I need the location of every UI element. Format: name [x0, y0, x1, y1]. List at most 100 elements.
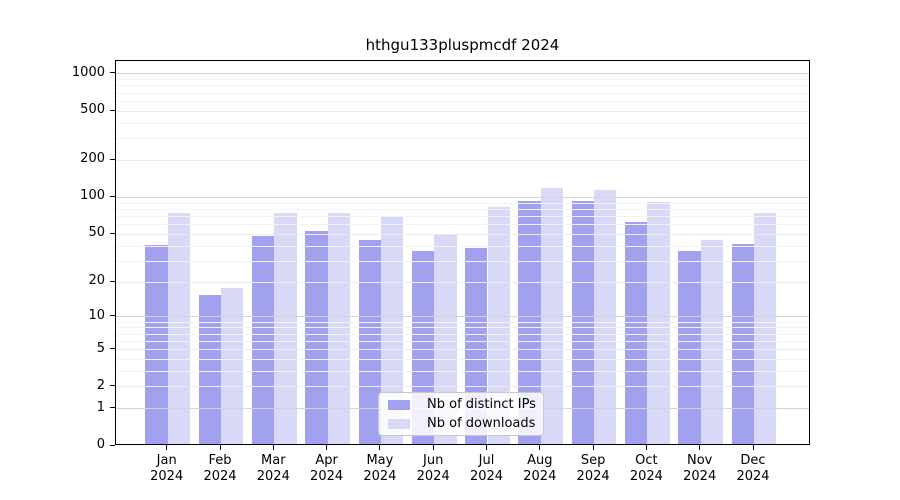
x-tick-label-line: 2024: [523, 468, 557, 484]
gridline: [116, 233, 809, 235]
bar-distinct-ips: [518, 201, 541, 444]
gridline: [116, 92, 809, 94]
x-tick-label-line: Jan: [156, 453, 177, 468]
bar-downloads: [327, 212, 350, 444]
x-tick-label-line: May: [366, 453, 394, 468]
gridline: [116, 100, 809, 102]
y-axis-tick-label: 0: [96, 437, 105, 452]
x-tick-label-line: Oct: [635, 453, 658, 468]
x-axis-tick-label: Aug 2024: [505, 453, 575, 484]
y-axis-tick-mark: [110, 195, 115, 197]
y-axis-tick-mark: [110, 385, 115, 387]
bar-distinct-ips: [358, 240, 381, 444]
x-tick-label-line: 2024: [256, 468, 290, 484]
y-axis-tick-label: 1: [96, 399, 105, 415]
x-axis-tick-label: Jul 2024: [452, 453, 522, 484]
x-axis-tick-label: Jan 2024: [132, 453, 202, 484]
x-axis-tick-mark: [379, 445, 381, 450]
x-tick-label-line: Nov: [687, 453, 713, 468]
x-tick-label-line: 2024: [683, 468, 717, 484]
y-axis-tick-mark: [110, 407, 115, 409]
gridline: [116, 79, 809, 80]
x-axis-tick-mark: [432, 445, 434, 450]
x-tick-label-line: 2024: [150, 468, 184, 484]
x-tick-label-line: Feb: [208, 453, 232, 468]
x-axis-tick-label: Nov 2024: [665, 453, 735, 484]
gridline: [116, 327, 809, 329]
x-axis-tick-mark: [752, 445, 754, 450]
gridline: [116, 316, 809, 318]
y-axis-tick-label: 1000: [71, 64, 105, 80]
legend-swatch-distinct-ips: [388, 399, 410, 410]
legend-label: Nb of downloads: [427, 415, 536, 431]
x-axis-tick-label: Jun 2024: [398, 453, 468, 484]
y-axis-tick-mark: [110, 232, 115, 234]
x-tick-label-line: Jul: [478, 453, 495, 468]
x-axis-tick-mark: [166, 445, 168, 450]
x-tick-label-line: Aug: [527, 453, 553, 468]
gridline: [116, 73, 809, 75]
x-axis-tick-mark: [219, 445, 221, 450]
x-axis-tick-mark: [272, 445, 274, 450]
x-axis-tick-mark: [486, 445, 487, 450]
gridline: [116, 333, 809, 335]
gridlines-layer: [116, 61, 809, 444]
x-axis-tick-label: Apr 2024: [292, 453, 362, 484]
gridline: [116, 321, 809, 323]
y-axis-tick-mark: [110, 348, 115, 349]
bar-downloads: [434, 234, 457, 444]
bar-downloads: [540, 187, 564, 444]
y-axis-tick-label: 5: [96, 340, 105, 356]
gridline: [116, 245, 809, 247]
y-axis-tick-label: 10: [88, 307, 105, 323]
x-axis-tick-label: May 2024: [345, 453, 415, 484]
x-axis-tick-mark: [592, 445, 594, 450]
gridline: [116, 202, 809, 204]
x-tick-label-line: 2024: [576, 468, 610, 484]
x-axis-tick-label: Sep 2024: [558, 453, 628, 484]
x-tick-label-line: 2024: [416, 468, 450, 484]
gridline: [116, 208, 809, 210]
x-tick-label-line: Sep: [580, 453, 606, 468]
gridline: [116, 122, 809, 124]
x-tick-label-line: Dec: [740, 453, 766, 468]
x-tick-label-line: Mar: [261, 453, 286, 468]
bar-distinct-ips: [145, 245, 168, 444]
x-tick-label-line: 2024: [203, 468, 237, 484]
y-axis-tick-mark: [110, 109, 115, 111]
gridline: [116, 224, 809, 226]
y-axis-tick-label: 500: [80, 102, 105, 118]
y-axis-tick-mark: [110, 444, 115, 446]
x-tick-label-line: 2024: [469, 468, 504, 484]
x-tick-label-line: 2024: [310, 468, 344, 484]
gridline: [116, 260, 809, 262]
x-axis-tick-label: Dec 2024: [718, 453, 788, 484]
legend-entry: Nb of distinct IPs: [388, 396, 536, 413]
x-tick-label-line: 2024: [629, 468, 663, 484]
gridline: [116, 196, 809, 198]
x-axis-tick-label: Feb 2024: [185, 453, 255, 484]
bar-distinct-ips: [625, 221, 648, 444]
gridline: [116, 85, 809, 87]
gridline: [116, 358, 809, 360]
y-axis-tick-label: 100: [80, 188, 105, 204]
x-axis-tick-mark: [326, 445, 328, 450]
y-axis-tick-label: 50: [88, 225, 105, 241]
y-axis-tick-mark: [110, 280, 115, 282]
bar-distinct-ips: [251, 235, 275, 444]
y-axis-tick-mark: [110, 158, 115, 160]
legend: Nb of distinct IPs Nb of downloads: [378, 392, 544, 436]
bar-downloads: [167, 212, 191, 444]
bar-distinct-ips: [198, 294, 221, 444]
gridline: [116, 386, 809, 388]
bar-downloads: [647, 202, 670, 444]
legend-swatch-downloads: [388, 418, 410, 429]
bar-distinct-ips: [731, 244, 754, 444]
gridline: [116, 281, 809, 283]
gridline: [116, 215, 809, 217]
legend-label: Nb of distinct IPs: [427, 396, 536, 412]
gridline: [116, 110, 809, 112]
x-axis-tick-label: Mar 2024: [238, 453, 308, 484]
bar-downloads: [487, 207, 510, 444]
